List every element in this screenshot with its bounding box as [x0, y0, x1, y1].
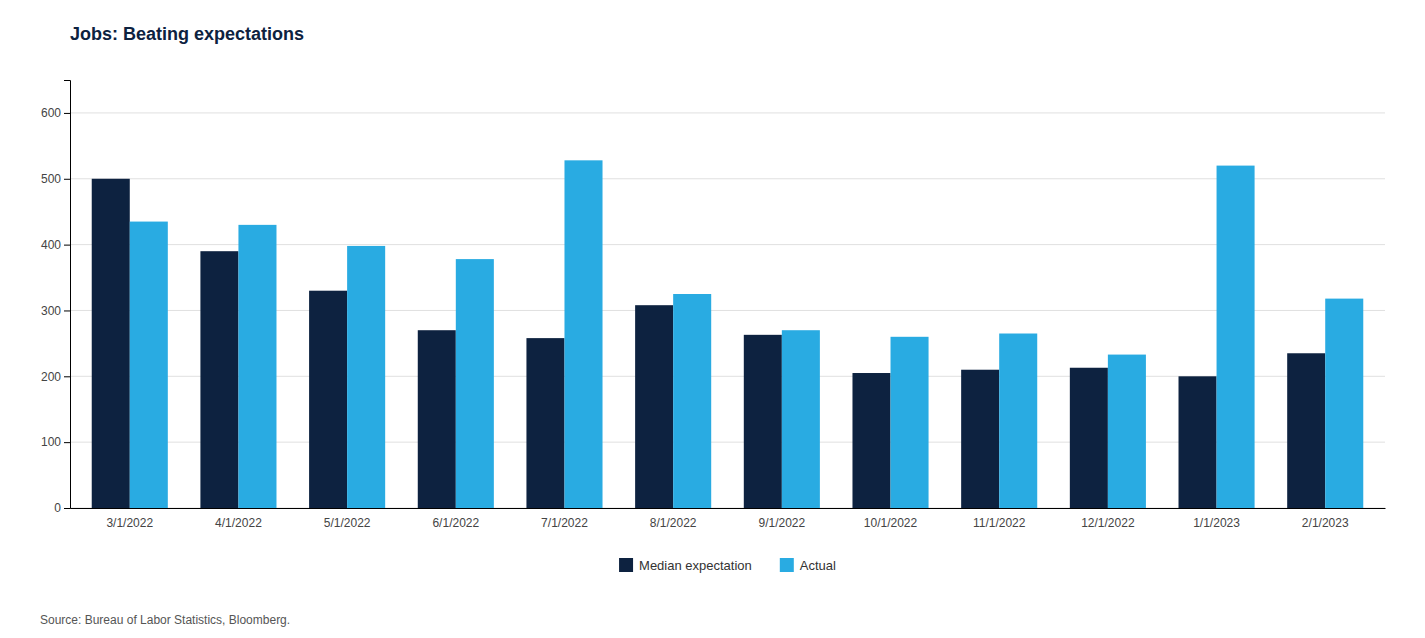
bar	[999, 334, 1037, 508]
y-tick-mark	[64, 310, 70, 311]
y-tick: 600	[41, 106, 70, 120]
x-tick: 6/1/2022	[432, 516, 479, 530]
x-axis: 3/1/2022 4/1/2022 5/1/2022 6/1/2022 7/1/2022…	[71, 509, 1386, 530]
bar	[891, 337, 929, 508]
y-tick: 400	[41, 238, 70, 252]
x-tick-label: 3/1/2022	[106, 516, 153, 530]
y-tick-label: 500	[41, 172, 61, 186]
bar	[782, 330, 820, 508]
legend-swatch	[780, 558, 794, 572]
x-tick-label: 8/1/2022	[650, 516, 697, 530]
y-tick: 500	[41, 172, 70, 186]
bar	[1108, 355, 1146, 508]
y-tick-mark	[64, 113, 70, 114]
x-tick: 9/1/2022	[758, 516, 805, 530]
y-tick-label: 300	[41, 304, 61, 318]
y-tick-label: 600	[41, 106, 61, 120]
y-tick-label: 200	[41, 370, 61, 384]
x-tick-label: 10/1/2022	[864, 516, 918, 530]
bar	[130, 222, 168, 508]
bar	[418, 330, 456, 508]
y-tick-mark	[64, 508, 70, 509]
bar	[1070, 368, 1108, 508]
bar	[92, 179, 130, 508]
x-tick-label: 5/1/2022	[324, 516, 371, 530]
x-tick: 3/1/2022	[106, 516, 153, 530]
x-tick: 7/1/2022	[541, 516, 588, 530]
legend-swatch	[619, 558, 633, 572]
x-tick-label: 7/1/2022	[541, 516, 588, 530]
x-tick-label: 2/1/2023	[1302, 516, 1349, 530]
x-tick-label: 12/1/2022	[1081, 516, 1135, 530]
bar	[564, 160, 602, 508]
bar	[673, 294, 711, 508]
bar	[526, 338, 564, 508]
y-tick: 0	[54, 501, 70, 515]
y-tick-label: 400	[41, 238, 61, 252]
y-tick-mark	[64, 376, 70, 377]
legend: Median expectation Actual	[619, 558, 836, 573]
x-tick: 1/1/2023	[1193, 516, 1240, 530]
x-tick: 2/1/2023	[1302, 516, 1349, 530]
bar	[961, 370, 999, 508]
grid-line	[70, 112, 1385, 113]
annotation: Source: Bureau of Labor Statistics, Bloo…	[40, 613, 290, 627]
grid-line	[70, 178, 1385, 179]
x-tick: 4/1/2022	[215, 516, 262, 530]
y-tick: 200	[41, 370, 70, 384]
x-tick-label: 1/1/2023	[1193, 516, 1240, 530]
bar	[1179, 376, 1217, 508]
bar	[1217, 166, 1255, 508]
y-tick-mark	[64, 179, 70, 180]
x-tick-label: 4/1/2022	[215, 516, 262, 530]
x-tick: 8/1/2022	[650, 516, 697, 530]
bar	[456, 259, 494, 508]
bar	[852, 373, 890, 508]
x-tick: 11/1/2022	[973, 516, 1026, 530]
x-tick-label: 6/1/2022	[432, 516, 479, 530]
legend-label: Actual	[800, 558, 836, 573]
bar	[635, 305, 673, 508]
legend-item: Actual	[780, 558, 836, 573]
y-axis-line	[64, 81, 71, 509]
y-tick-mark	[64, 245, 70, 246]
chart-container: 0 100 200 300 400 500 600 3/1/2022 4/1/2022 5/1/2…	[0, 0, 1425, 638]
bar	[347, 246, 385, 508]
y-tick-mark	[64, 442, 70, 443]
bar	[1325, 299, 1363, 508]
legend-item: Median expectation	[619, 558, 752, 573]
bar	[200, 251, 238, 508]
bar	[309, 291, 347, 508]
x-tick: 12/1/2022	[1081, 516, 1135, 530]
bar	[238, 225, 276, 508]
bar	[1287, 353, 1325, 508]
y-tick: 100	[41, 435, 70, 449]
bar-series	[130, 160, 1363, 508]
bar	[744, 335, 782, 508]
y-tick-label: 0	[54, 501, 61, 515]
y-axis: 0 100 200 300 400 500 600	[41, 81, 71, 516]
legend-label: Median expectation	[639, 558, 752, 573]
x-tick-label: 9/1/2022	[758, 516, 805, 530]
x-tick: 10/1/2022	[864, 516, 918, 530]
x-tick-label: 11/1/2022	[973, 516, 1026, 530]
chart-svg: 0 100 200 300 400 500 600 3/1/2022 4/1/2022 5/1/2…	[0, 0, 1425, 638]
plot-area: 0 100 200 300 400 500 600 3/1/2022 4/1/2022 5/1/2…	[41, 81, 1386, 530]
y-tick: 300	[41, 304, 70, 318]
x-tick: 5/1/2022	[324, 516, 371, 530]
x-axis-line	[71, 508, 1386, 509]
grid	[70, 113, 1385, 508]
bars	[92, 160, 1364, 508]
y-tick-label: 100	[41, 435, 61, 449]
bar-series	[92, 179, 1325, 508]
title: Jobs: Beating expectations	[70, 24, 304, 44]
